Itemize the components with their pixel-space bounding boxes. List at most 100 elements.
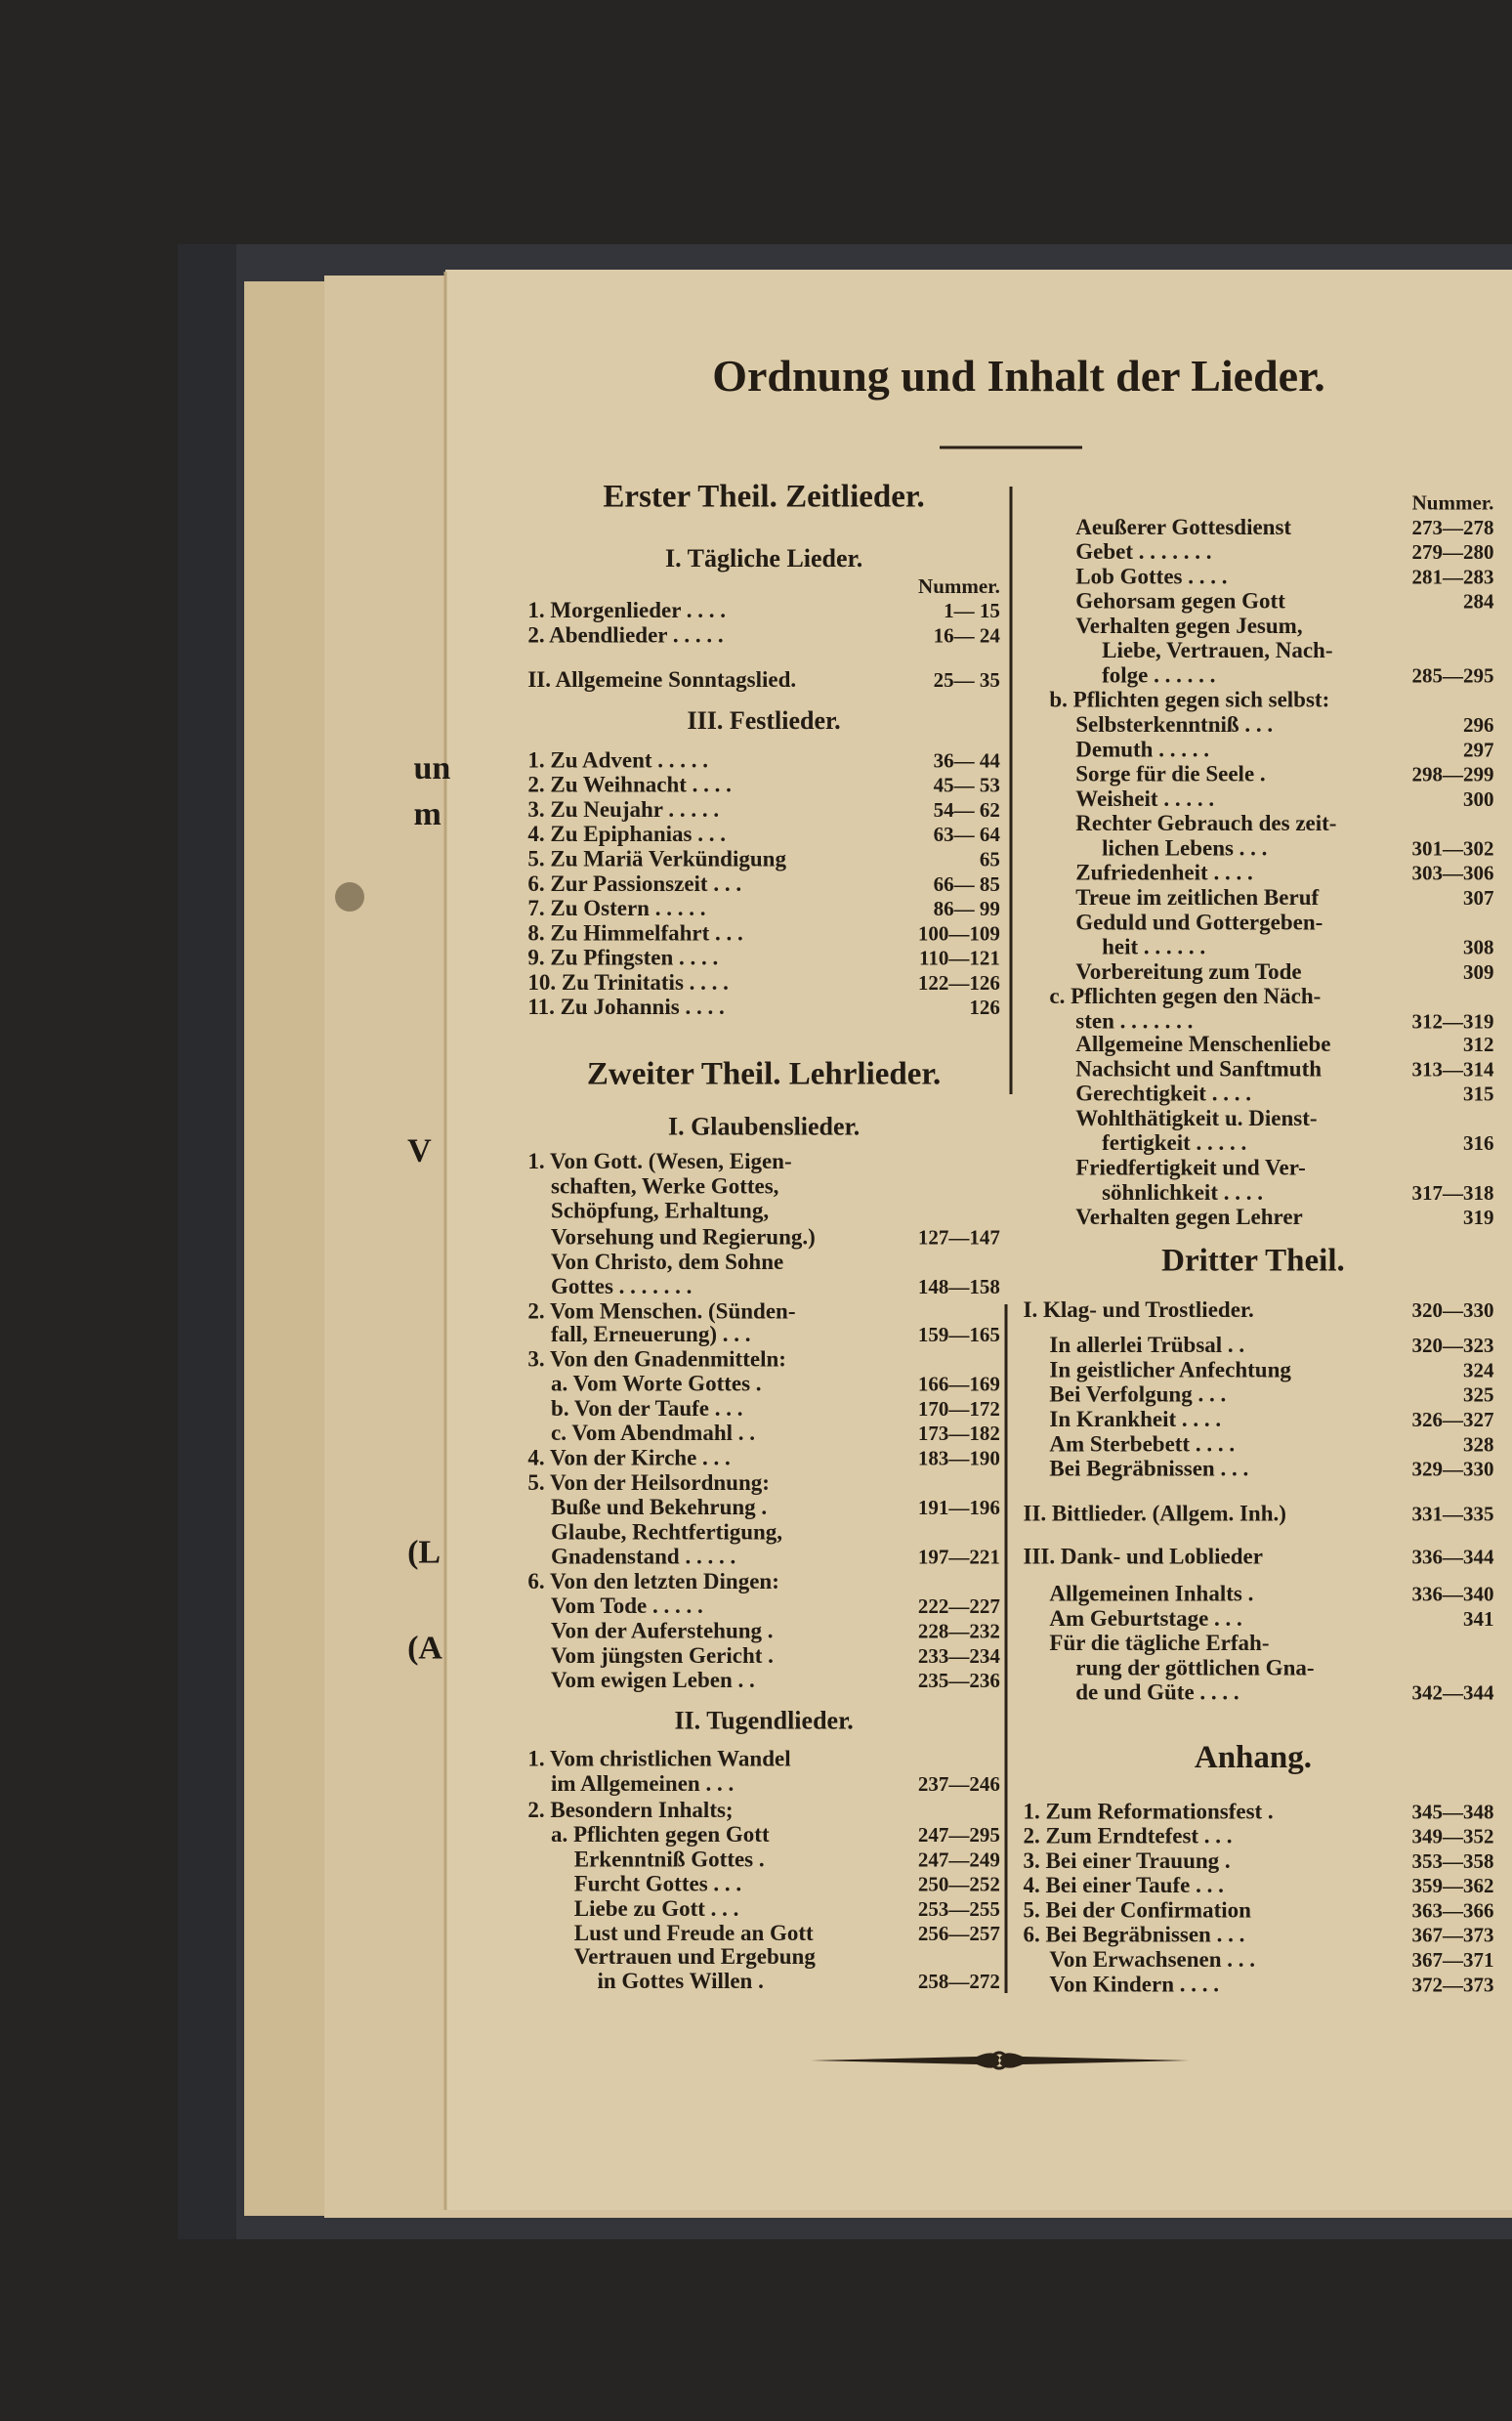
entry-text: Bei Verfolgung . . . [1049,1382,1226,1407]
column-label: Nummer. [918,574,1000,598]
entry-pages: 191—196 [918,1496,1000,1519]
entry-text: Sorge für die Seele . [1075,762,1265,786]
entry-pages: 256—257 [918,1922,1000,1945]
entry-text: Lob Gottes . . . . [1075,564,1227,588]
entry-pages: 303—306 [1411,862,1493,885]
entry-pages: 326—327 [1411,1408,1493,1431]
title: Ordnung und Inhalt der Lieder. [712,351,1325,401]
column-label: Nummer. [1412,491,1494,515]
entry-text: II. Bittlieder. (Allgem. Inh.) [1024,1501,1286,1525]
entry-text: Verhalten gegen Lehrer [1075,1205,1303,1229]
entry-pages: 319 [1463,1206,1494,1229]
entry-pages: 228—232 [918,1619,1000,1642]
entry-text: In Krankheit . . . . [1049,1407,1221,1431]
entry-pages: 247—295 [918,1823,1000,1847]
entry-text: Allgemeinen Inhalts . [1049,1582,1253,1606]
entry-text: Bei Begräbnissen . . . [1049,1457,1248,1481]
entry-text: 10. Zu Trinitatis . . . . [527,970,729,995]
stain [335,882,364,912]
entry-pages: 122—126 [918,971,1000,995]
entry-pages: 367—373 [1411,1924,1493,1947]
entry-text: Gottes . . . . . . . [551,1274,692,1298]
entry-pages: 66— 85 [934,872,1000,896]
entry-text: Gnadenstand . . . . . [551,1545,735,1569]
section-heading: Erster Theil. Zeitlieder. [603,479,924,514]
book-spine [178,244,236,2239]
entry-pages: 342—344 [1411,1681,1494,1705]
entry-pages: 127—147 [918,1226,1000,1250]
entry-text: fertigkeit . . . . . [1102,1130,1246,1155]
entry-pages: 309 [1463,960,1494,984]
entry-pages: 197—221 [918,1546,1000,1569]
entry-text: de und Güte . . . . [1075,1680,1239,1705]
entry-text: 4. Von der Kirche . . . [527,1446,730,1470]
entry-pages: 363—366 [1411,1898,1493,1922]
entry-pages: 253—255 [918,1897,1000,1921]
entry-text: Zufriedenheit . . . . [1075,861,1252,885]
underlying-page-fragment: un [413,750,450,786]
entry-pages: 25— 35 [934,668,1000,692]
underlying-page-fragment: m [413,796,441,832]
entry-pages: 166—169 [918,1373,1000,1396]
entry-text: in Gottes Willen . [597,1969,763,1993]
entry-text: Friedfertigkeit und Ver- [1075,1155,1306,1179]
entry-text: b. Von der Taufe . . . [551,1396,742,1421]
entry-pages: 349—352 [1411,1825,1493,1848]
entry-text: Demuth . . . . . [1075,737,1209,761]
entry-pages: 65 [980,847,1000,871]
entry-text: I. Klag- und Trostlieder. [1024,1297,1254,1322]
entry-text: Schöpfung, Erhaltung, [551,1199,769,1223]
entry-text: 1. Zum Reformationsfest . [1024,1799,1274,1823]
subheading: III. Festlieder. [687,706,840,735]
entry-pages: 284 [1463,590,1494,614]
underlying-page-fragment: (L [407,1534,441,1570]
entry-text: Buße und Bekehrung . [551,1495,767,1519]
entry-pages: 148—158 [918,1275,1000,1298]
entry-text: 3. Von den Gnadenmitteln: [527,1346,786,1371]
entry-pages: 63— 64 [934,823,1001,846]
entry-text: lichen Lebens . . . [1102,835,1267,860]
page [445,270,1512,2210]
entry-text: III. Dank- und Loblieder [1024,1545,1263,1569]
entry-pages: 336—344 [1411,1546,1494,1569]
entry-pages: 307 [1463,886,1494,910]
entry-text: Vorbereitung zum Tode [1075,959,1301,984]
entry-pages: 159—165 [918,1323,1000,1346]
entry-text: 11. Zu Johannis . . . . [527,995,724,1019]
entry-text: 4. Zu Epiphanias . . . [527,822,726,846]
underlying-page-fragment: (A [407,1630,442,1666]
entry-text: söhnlichkeit . . . . [1102,1180,1263,1205]
entry-text: Verhalten gegen Jesum, [1075,614,1302,638]
entry-pages: 54— 62 [934,798,1000,822]
entry-pages: 301—302 [1411,836,1493,860]
entry-text: Gehorsam gegen Gott [1075,589,1285,614]
entry-text: Vom ewigen Leben . . [551,1668,755,1692]
entry-text: 9. Zu Pfingsten . . . . [527,946,718,970]
entry-pages: 324 [1463,1358,1494,1381]
entry-pages: 183—190 [918,1447,1000,1470]
entry-pages: 298—299 [1411,763,1493,786]
entry-text: 6. Bei Begräbnissen . . . [1024,1923,1245,1947]
entry-text: 1. Vom christlichen Wandel [527,1747,790,1771]
entry-text: 3. Bei einer Trauung . [1024,1848,1231,1873]
entry-pages: 320—330 [1411,1298,1493,1322]
entry-pages: 258—272 [918,1970,1000,1993]
entry-pages: 235—236 [918,1669,1000,1692]
entry-pages: 341 [1463,1607,1494,1631]
entry-pages: 36— 44 [934,748,1001,772]
entry-pages: 336—340 [1411,1583,1493,1606]
entry-text: Vom jüngsten Gericht . [551,1643,774,1668]
entry-text: Weisheit . . . . . [1075,786,1214,811]
entry-pages: 170—172 [918,1397,1000,1421]
entry-text: Furcht Gottes . . . [574,1872,741,1896]
entry-pages: 222—227 [918,1594,1000,1618]
entry-text: Rechter Gebrauch des zeit- [1075,811,1336,835]
entry-text: II. Allgemeine Sonntagslied. [527,667,796,692]
entry-pages: 297 [1463,738,1494,761]
entry-text: Erkenntniß Gottes . [574,1847,765,1871]
entry-text: Treue im zeitlichen Beruf [1075,885,1319,910]
entry-pages: 247—249 [918,1848,1000,1871]
entry-text: folge . . . . . . [1102,662,1215,687]
entry-pages: 45— 53 [934,774,1000,797]
